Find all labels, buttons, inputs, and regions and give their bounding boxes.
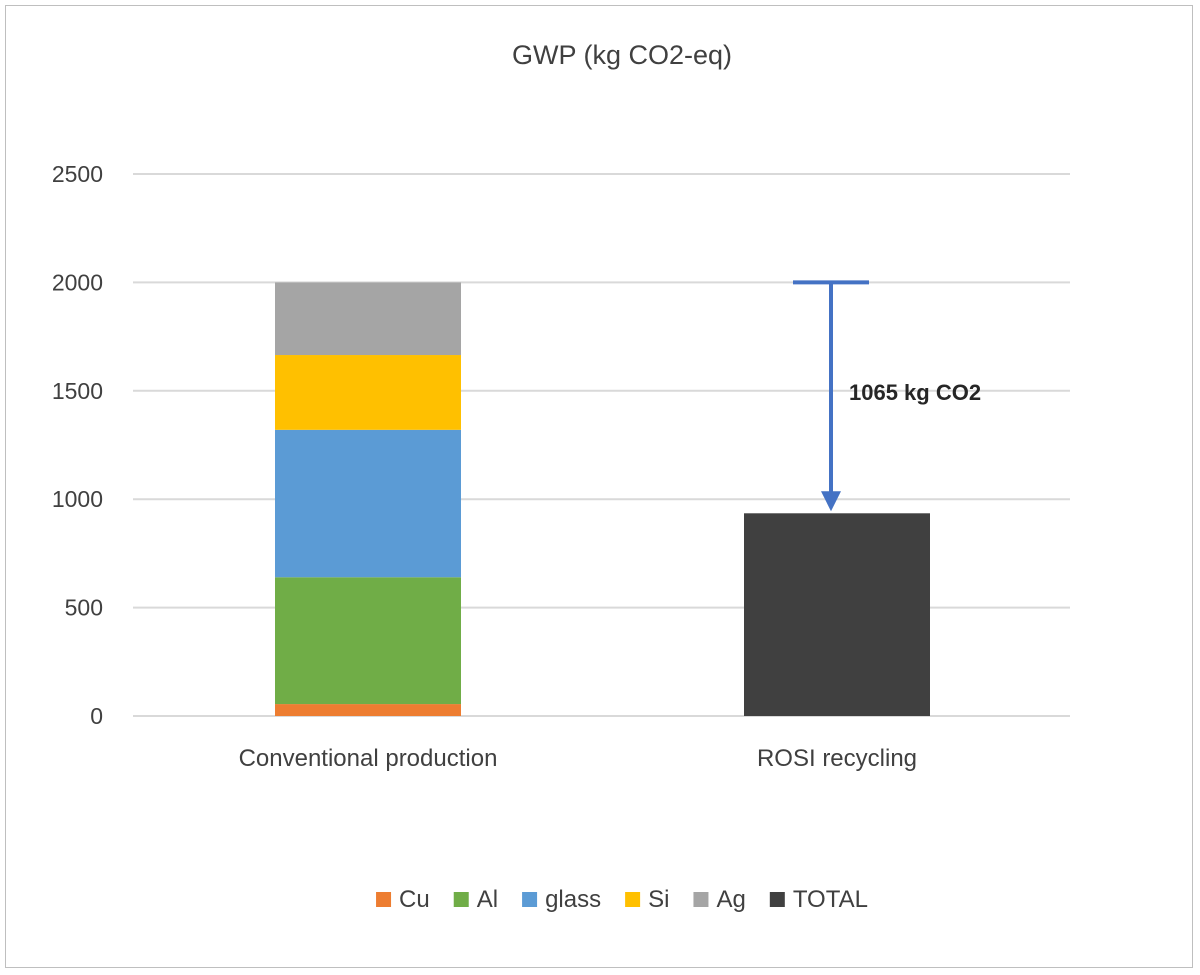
legend-item-ag: Ag bbox=[693, 886, 746, 913]
legend-item-glass: glass bbox=[522, 886, 601, 913]
legend-swatch bbox=[693, 892, 709, 907]
chart-frame bbox=[5, 5, 1193, 968]
legend-item-cu: Cu bbox=[376, 886, 430, 913]
bar-glass-0 bbox=[275, 429, 461, 578]
legend-item-total: TOTAL bbox=[769, 886, 868, 913]
y-tick-label: 2000 bbox=[52, 269, 103, 295]
y-tick-label: 1000 bbox=[52, 486, 103, 512]
legend-label: Al bbox=[477, 886, 498, 913]
chart-title: GWP (kg CO2-eq) bbox=[512, 40, 732, 70]
y-tick-label: 1500 bbox=[52, 378, 103, 404]
reduction-annotation: 1065 kg CO2 bbox=[793, 280, 981, 512]
legend-swatch bbox=[625, 892, 641, 907]
legend-item-si: Si bbox=[625, 886, 669, 913]
annotation-label: 1065 kg CO2 bbox=[849, 380, 981, 405]
legend-label: Ag bbox=[716, 886, 745, 913]
legend: Cu Al glass Si Ag TOTAL bbox=[376, 886, 868, 913]
legend-swatch bbox=[769, 892, 785, 907]
bar-si-0 bbox=[275, 355, 461, 430]
bar-al-0 bbox=[275, 577, 461, 705]
legend-swatch bbox=[376, 892, 392, 907]
legend-item-al: Al bbox=[453, 886, 498, 913]
legend-label: Cu bbox=[399, 886, 430, 913]
legend-swatch bbox=[453, 892, 469, 907]
y-tick-label: 0 bbox=[90, 703, 103, 729]
legend-label: Si bbox=[648, 886, 669, 913]
annotation-arrowhead bbox=[821, 491, 841, 512]
legend-label: TOTAL bbox=[793, 886, 868, 913]
legend-swatch bbox=[522, 892, 538, 907]
y-tick-label: 2500 bbox=[52, 161, 103, 187]
axes: 0 500 1000 1500 2000 2500 Conventional product… bbox=[52, 161, 917, 772]
x-category-label: ROSI recycling bbox=[757, 745, 917, 772]
x-category-label: Conventional production bbox=[239, 745, 498, 772]
y-tick-label: 500 bbox=[65, 595, 103, 621]
legend-label: glass bbox=[545, 886, 601, 913]
bars bbox=[275, 282, 930, 716]
bar-ag-0 bbox=[275, 282, 461, 356]
bar-cu-0 bbox=[275, 704, 461, 716]
bar-total-1 bbox=[744, 513, 930, 716]
